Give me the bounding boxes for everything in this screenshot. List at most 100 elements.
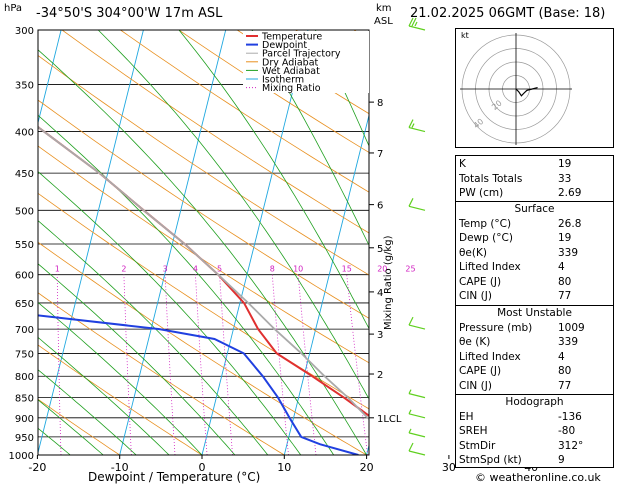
pressure-tick-label: 400 <box>15 128 34 139</box>
table-row: PW (cm) 2.69 <box>455 186 614 201</box>
pressure-tick-label: 600 <box>15 271 34 282</box>
mixing-ratio-label: 8 <box>270 265 275 274</box>
pressure-tick-label: 900 <box>15 414 34 425</box>
height-tick-label: 6 <box>377 201 383 212</box>
dry-adiabat-line <box>38 241 367 455</box>
wind-barb <box>408 126 426 133</box>
table-title: Surface <box>514 203 555 216</box>
x-tick-label: 10 <box>277 461 291 474</box>
wind-barb <box>408 25 426 31</box>
wind-barb-flag <box>411 17 417 27</box>
dry-adiabat-line <box>120 30 369 193</box>
wind-barb-half-flag <box>408 428 412 434</box>
table-row: CIN (J) 77 <box>455 289 614 304</box>
table-row: EH -136 <box>455 410 614 425</box>
row-label: θe(K) <box>459 246 487 259</box>
row-label: EH <box>459 410 474 423</box>
pressure-tick-label: 550 <box>15 240 34 251</box>
pressure-tick-label: 800 <box>15 372 34 383</box>
table-row: StmDir 312° <box>455 439 614 454</box>
pressure-unit-label: hPa <box>4 3 23 14</box>
legend-label: Mixing Ratio <box>262 83 321 94</box>
wet-adiabat-line <box>38 49 367 455</box>
mixing-ratio-line <box>271 274 289 455</box>
most-unstable-box <box>455 305 614 395</box>
row-label: CIN (J) <box>459 290 492 303</box>
row-label: Totals Totals <box>459 172 523 185</box>
height-asl-label: ASL <box>374 16 393 27</box>
row-value: 77 <box>558 379 572 392</box>
wind-barb <box>408 324 426 330</box>
wet-adiabat-line <box>97 30 369 400</box>
mixing-ratio-line <box>346 274 368 455</box>
mixing-ratio-line <box>411 275 436 455</box>
wind-barb-flag <box>408 442 414 452</box>
mixing-ratio-label: 1 <box>55 265 60 274</box>
hodograph-trace <box>515 87 538 97</box>
isotherm-line <box>283 113 369 455</box>
legend-label: Isotherm <box>262 75 304 86</box>
row-value: 4 <box>558 261 565 274</box>
dry-adiabat-line <box>178 30 369 153</box>
wind-barb-half-flag <box>414 21 418 27</box>
row-value: 80 <box>558 365 572 378</box>
table-row: CAPE (J) 80 <box>455 364 614 379</box>
height-unit-label: km <box>376 3 392 14</box>
mixing-ratio-axis-label: Mixing Ratio (g/kg) <box>383 235 394 330</box>
copyright-text: © weatheronline.co.uk <box>475 471 601 484</box>
row-label: Lifted Index <box>459 350 521 363</box>
wet-adiabat-line <box>178 30 369 330</box>
row-value: 339 <box>558 336 579 349</box>
table-row: Totals Totals 33 <box>455 172 614 187</box>
row-label: PW (cm) <box>459 187 504 200</box>
dewpoint-series <box>38 314 359 455</box>
parcel-trajectory-series <box>38 125 369 421</box>
table-row: Dewp (°C) 19 <box>455 231 614 246</box>
row-value: 2.69 <box>558 187 582 200</box>
wind-barb-flag <box>408 198 414 207</box>
row-label: StmSpd (kt) <box>459 454 522 467</box>
mixing-ratio-line <box>164 274 176 455</box>
mixing-ratio-label: 10 <box>293 265 303 274</box>
isotherm-line <box>38 30 62 125</box>
mixing-ratio-label: 2 <box>121 265 126 274</box>
indices-table: K 19 Totals Totals 33 PW (cm) 2.69 <box>455 157 614 201</box>
indices-box <box>455 155 614 202</box>
height-tick-label: 4 <box>377 288 383 299</box>
row-value: 9 <box>558 454 565 467</box>
mixing-ratio-line <box>219 274 233 455</box>
hodograph-ring-label: 20 <box>490 98 504 111</box>
surface-table: Surface Temp (°C) 26.8 Dewp (°C) 19 θe(K) 339 L… <box>455 202 614 304</box>
row-label: θe (K) <box>459 336 491 349</box>
table-row: θe(K) 339 <box>455 246 614 261</box>
hodograph-units: kt <box>461 31 469 40</box>
surface-box <box>455 201 614 306</box>
hodograph-ring-label: 40 <box>472 117 486 130</box>
row-value: 19 <box>558 232 572 245</box>
table-row: CIN (J) 77 <box>455 379 614 394</box>
row-value: 77 <box>558 290 572 303</box>
dry-adiabat-line <box>38 344 203 455</box>
mixing-ratio-label: 20 <box>377 265 387 274</box>
height-tick-label: 5 <box>377 244 383 255</box>
x-tick-label: 20 <box>360 461 374 474</box>
row-label: CAPE (J) <box>459 275 502 288</box>
mixing-ratio-line <box>297 274 317 455</box>
table-row: SREH -80 <box>455 424 614 439</box>
dry-adiabat-line <box>38 145 369 364</box>
row-label: SREH <box>459 425 488 438</box>
row-value: -80 <box>558 425 576 438</box>
most-unstable-table: Most Unstable Pressure (mb) 1009 θe (K) 339 L… <box>455 306 614 393</box>
pressure-tick-label: 650 <box>15 299 34 310</box>
row-label: CIN (J) <box>459 379 492 392</box>
wind-barb-half-flag <box>408 409 412 415</box>
wind-barb <box>408 205 426 211</box>
wind-barb <box>408 450 426 456</box>
height-tick-label: 2 <box>377 370 383 381</box>
row-value: 312° <box>558 439 584 452</box>
hodograph-stats-box <box>455 394 614 468</box>
dry-adiabat-line <box>38 55 369 276</box>
wind-barb <box>408 413 426 419</box>
